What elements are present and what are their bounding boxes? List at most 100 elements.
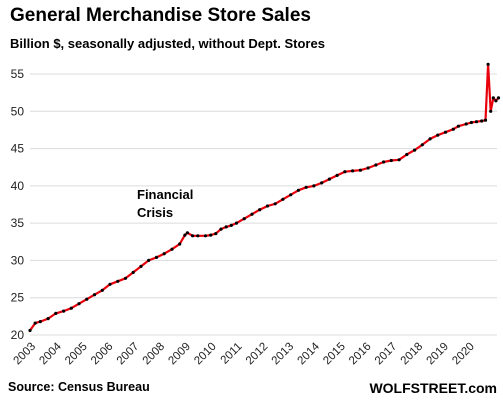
source-note: Source: Census Bureau [8,380,150,394]
data-point [123,276,128,280]
data-point [54,311,58,315]
data-point [335,173,339,177]
data-point [92,293,97,297]
data-point [420,143,424,147]
data-point [389,158,393,163]
data-point [456,124,460,128]
data-point [77,302,81,306]
data-point [428,137,432,141]
data-point [382,160,386,164]
x-tick-label: 2018 [399,341,426,368]
x-tick-label: 2016 [347,341,374,368]
series-line [29,63,500,332]
y-tick-label: 50 [11,104,25,118]
chart-title: General Merchandise Store Sales [10,5,311,26]
data-point [139,264,143,268]
annotation-label: Crisis [137,205,173,220]
data-point [451,127,455,131]
x-tick-label: 2003 [12,341,39,368]
data-point [397,158,401,162]
data-point [265,204,270,208]
data-point [185,231,189,235]
data-point [273,202,277,206]
data-point [28,328,32,333]
data-point [46,317,50,321]
data-point [320,181,324,185]
data-point [196,234,200,238]
x-tick-label: 2020 [450,341,477,368]
x-tick-label: 2011 [219,341,245,367]
data-point [327,177,331,181]
data-point [242,217,246,221]
data-point [219,227,223,231]
data-point [209,233,213,237]
y-tick-label: 35 [11,216,25,230]
x-axis-ticks: 2003 2004 2005 2006 2007 2008 2009 2010 2011 2012… [12,340,477,367]
data-point [343,170,347,174]
data-point [116,279,120,283]
data-point [496,96,501,100]
data-point [85,297,89,301]
x-tick-label: 2017 [373,341,400,368]
data-point [480,119,484,123]
data-point [147,258,151,262]
data-point [469,120,473,125]
data-point [366,166,370,170]
data-point [203,234,208,238]
data-point [486,62,490,66]
x-tick-label: 2014 [295,340,322,367]
data-point [443,130,448,134]
data-series [28,62,501,333]
data-point [131,270,135,274]
x-tick-label: 2013 [270,341,297,368]
data-point [69,306,73,310]
x-tick-label: 2015 [321,341,348,368]
data-point [229,223,233,227]
data-point [304,185,308,189]
data-point [183,233,187,237]
data-point [178,242,182,246]
data-point [258,208,262,212]
y-tick-label: 40 [11,179,25,193]
data-point [358,168,362,172]
data-point [154,255,159,259]
y-tick-label: 45 [11,142,25,156]
data-point [436,133,440,137]
data-point [214,232,218,236]
y-tick-label: 30 [11,253,25,267]
data-point [38,320,42,324]
data-point [351,169,355,173]
data-point [405,152,409,157]
data-point [489,109,493,113]
annotation-label: Financial [137,187,193,202]
data-point [494,99,498,103]
x-tick-label: 2012 [244,341,271,368]
data-point [483,118,488,122]
x-tick-label: 2010 [192,341,219,368]
data-point [250,212,254,216]
data-point [312,184,316,188]
chart-subtitle: Billion $, seasonally adjusted, without … [10,36,325,51]
annotations: Financial Crisis [137,187,193,220]
data-point [234,221,239,225]
brand-label: WOLFSTREET.com [369,380,497,396]
data-point [62,309,66,313]
y-tick-label: 20 [11,328,25,342]
x-tick-label: 2008 [141,341,168,368]
data-point [296,188,300,192]
y-tick-label: 55 [11,67,25,81]
data-point [281,197,285,201]
y-tick-label: 25 [11,291,25,305]
data-point [33,321,37,325]
x-tick-label: 2004 [37,340,64,367]
data-point [108,282,112,286]
data-point [491,96,495,100]
x-tick-label: 2019 [424,341,451,368]
data-point [162,252,166,256]
x-tick-label: 2006 [89,341,116,368]
data-point [289,193,293,197]
x-tick-label: 2005 [63,341,90,368]
data-point [474,120,479,124]
x-tick-label: 2007 [115,341,142,368]
data-point [374,163,378,167]
